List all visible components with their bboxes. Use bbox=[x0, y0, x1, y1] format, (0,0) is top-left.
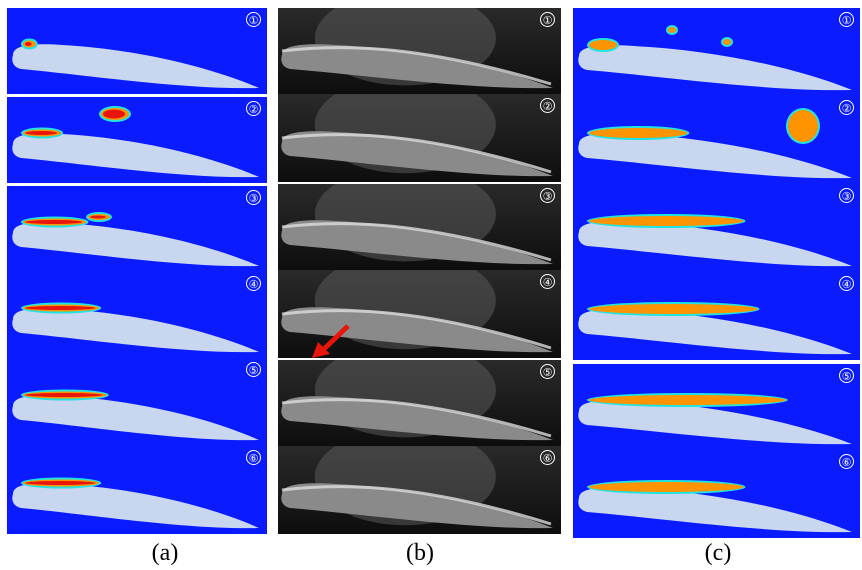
hydrofoil-photo bbox=[281, 307, 553, 353]
vapor-cavity bbox=[21, 477, 102, 489]
frame-b4: ④ bbox=[278, 270, 561, 358]
frame-number-badge: ⑤ bbox=[839, 368, 854, 383]
frame-c4: ④ bbox=[573, 272, 860, 360]
frame-c6: ⑥ bbox=[573, 450, 860, 538]
hydrofoil-photo bbox=[281, 44, 553, 89]
frame-c1: ① bbox=[573, 8, 860, 96]
airfoil-shape bbox=[12, 395, 259, 441]
frame-b5: ⑤ bbox=[278, 360, 561, 446]
frame-number-badge: ③ bbox=[839, 188, 854, 203]
airfoil-shape bbox=[12, 44, 259, 89]
hydrofoil-photo bbox=[281, 220, 553, 265]
vapor-cavity bbox=[721, 37, 733, 47]
frame-number-badge: ③ bbox=[246, 190, 261, 205]
frame-number-badge: ② bbox=[246, 101, 261, 116]
frame-number-badge: ② bbox=[839, 100, 854, 115]
vapor-cavity bbox=[86, 212, 112, 222]
vapor-cavity bbox=[21, 389, 109, 401]
hydrofoil-photo bbox=[281, 131, 553, 177]
vapor-cavity bbox=[21, 302, 102, 314]
airfoil-shape bbox=[578, 45, 852, 91]
hydrofoil-photo bbox=[281, 483, 553, 529]
vapor-cavity bbox=[587, 480, 746, 494]
vapor-cavity bbox=[21, 216, 89, 228]
frame-number-badge: ② bbox=[540, 98, 555, 113]
frame-number-badge: ④ bbox=[540, 274, 555, 289]
column-c: ① ② ③ ④ ⑤ ⑥ bbox=[573, 8, 860, 538]
frame-number-badge: ⑥ bbox=[540, 450, 555, 465]
frame-a1: ① bbox=[7, 8, 267, 94]
frame-number-badge: ⑤ bbox=[246, 362, 261, 377]
airfoil-shape bbox=[12, 308, 259, 353]
vapor-cavity bbox=[21, 127, 64, 139]
column-a: ① ② ③ ④ ⑤ ⑥ bbox=[7, 8, 267, 534]
airfoil-shape bbox=[578, 309, 852, 355]
airfoil-shape bbox=[578, 487, 852, 533]
frame-a4: ④ bbox=[7, 272, 267, 358]
frame-c2: ② bbox=[573, 96, 860, 184]
frame-number-badge: ⑤ bbox=[540, 364, 555, 379]
frame-number-badge: ① bbox=[540, 12, 555, 27]
frame-a3: ③ bbox=[7, 186, 267, 272]
caption-a: (a) bbox=[151, 540, 179, 566]
vapor-cavity bbox=[587, 38, 620, 52]
airfoil-shape bbox=[12, 133, 259, 178]
column-b: ① ② ③ ④ ⑤ ⑥ bbox=[278, 8, 561, 534]
frame-b1: ① bbox=[278, 8, 561, 94]
frame-b2: ② bbox=[278, 94, 561, 182]
frame-b6: ⑥ bbox=[278, 446, 561, 534]
vapor-cavity bbox=[99, 106, 131, 122]
airfoil-shape bbox=[12, 222, 259, 267]
caption-b: (b) bbox=[406, 540, 434, 566]
frame-number-badge: ④ bbox=[839, 276, 854, 291]
vapor-cavity bbox=[587, 214, 746, 228]
airfoil-shape bbox=[578, 400, 852, 445]
red-arrow bbox=[312, 324, 350, 358]
frame-a5: ⑤ bbox=[7, 358, 267, 446]
hydrofoil-photo bbox=[281, 396, 553, 441]
airfoil-shape bbox=[12, 483, 259, 529]
frame-a6: ⑥ bbox=[7, 446, 267, 534]
vapor-cavity bbox=[21, 38, 38, 50]
frame-c5: ⑤ bbox=[573, 364, 860, 450]
airfoil-shape bbox=[578, 221, 852, 267]
vapor-cavity bbox=[587, 126, 690, 140]
frame-number-badge: ④ bbox=[246, 276, 261, 291]
vapor-cavity bbox=[786, 108, 820, 144]
frame-a2: ② bbox=[7, 97, 267, 183]
vapor-cavity bbox=[587, 302, 760, 316]
frame-b3: ③ bbox=[278, 184, 561, 270]
vapor-cavity bbox=[666, 25, 678, 35]
frame-c3: ③ bbox=[573, 184, 860, 272]
frame-number-badge: ① bbox=[839, 12, 854, 27]
airfoil-shape bbox=[578, 133, 852, 179]
frame-number-badge: ⑥ bbox=[839, 454, 854, 469]
vapor-cavity bbox=[587, 393, 788, 407]
frame-number-badge: ① bbox=[246, 12, 261, 27]
frame-number-badge: ③ bbox=[540, 188, 555, 203]
frame-number-badge: ⑥ bbox=[246, 450, 261, 465]
caption-c: (c) bbox=[704, 540, 732, 566]
